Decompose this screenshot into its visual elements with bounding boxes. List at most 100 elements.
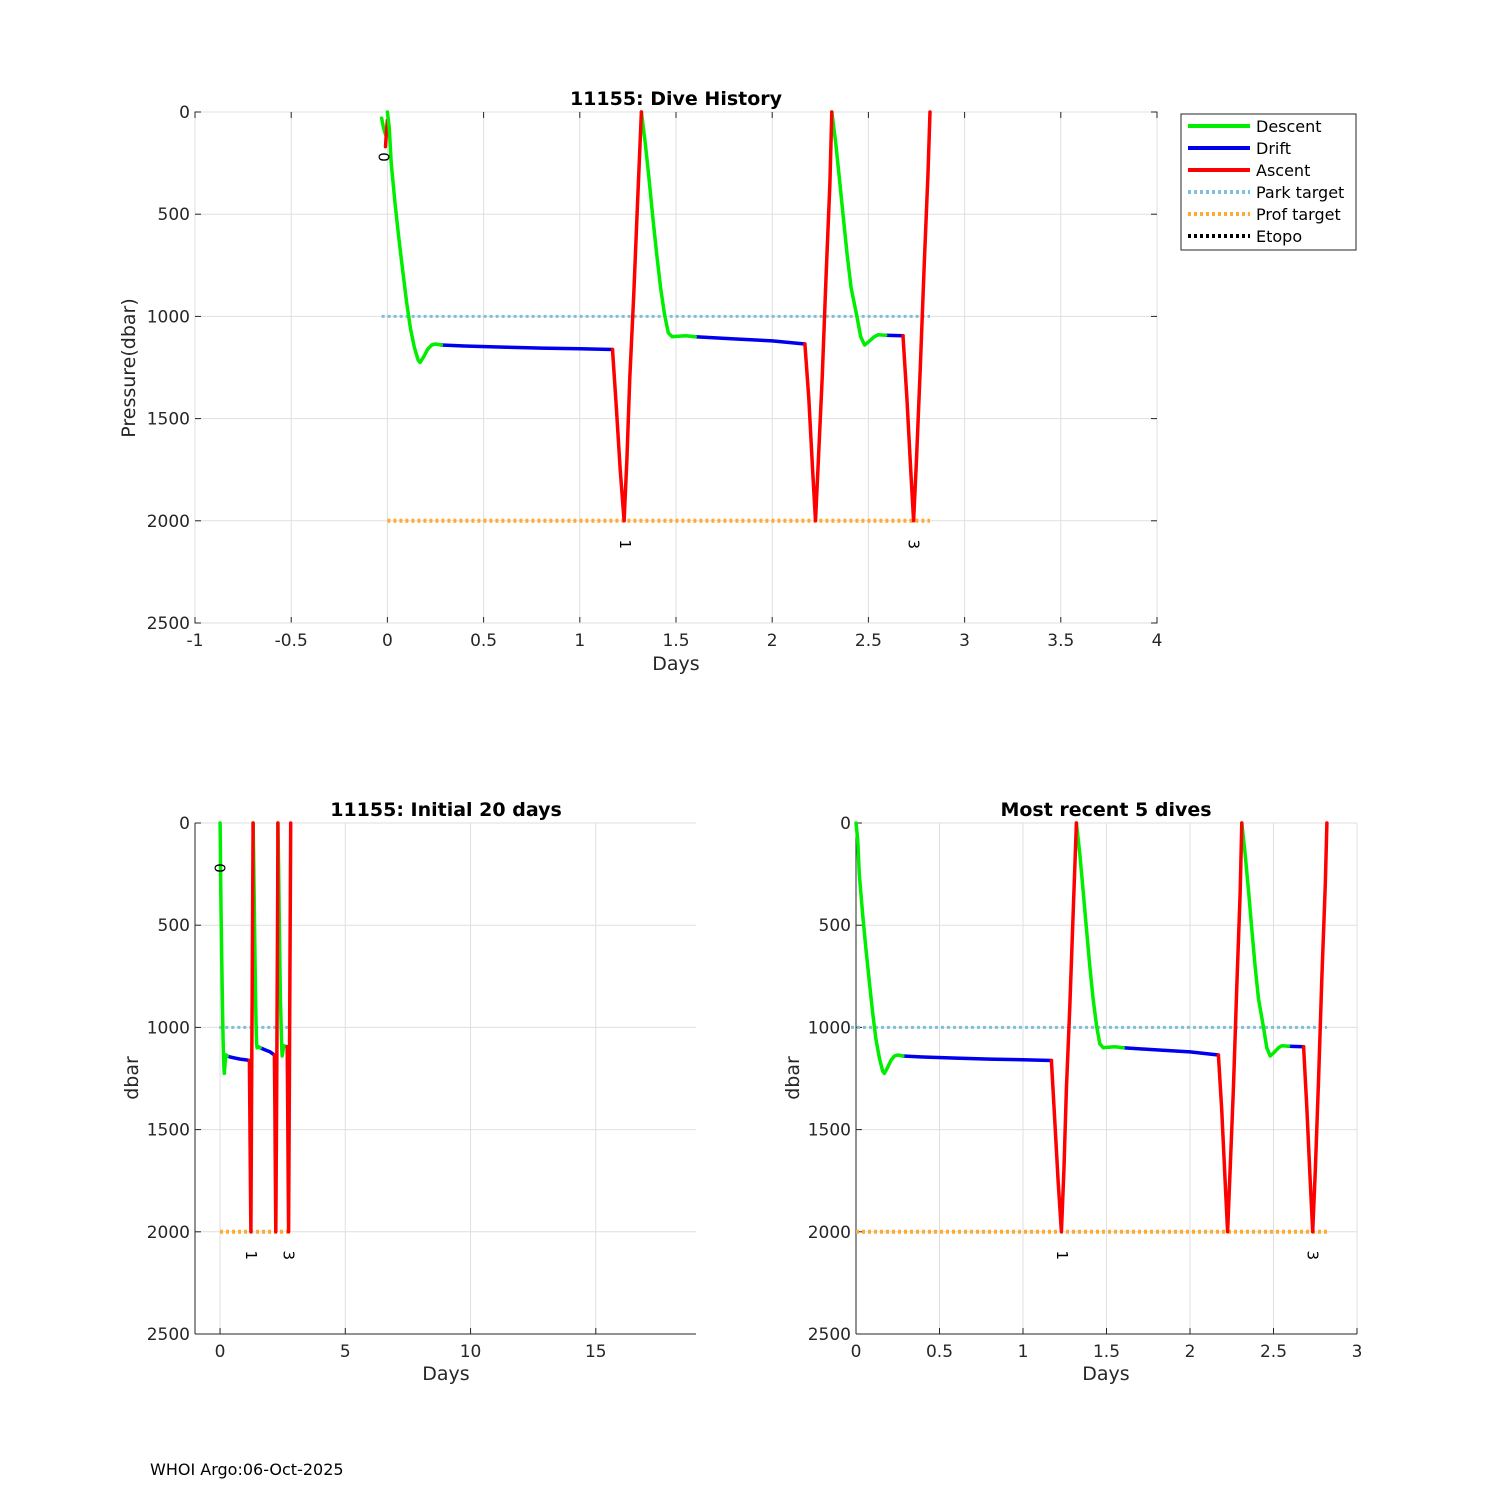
x-tick-label: 2.5 [1260, 1342, 1287, 1362]
x-tick-label: 2 [1185, 1342, 1196, 1362]
descent-line [1240, 821, 1291, 1058]
y-tick-label: 1000 [808, 1018, 851, 1038]
x-tick-label: 3 [1352, 1342, 1363, 1362]
legend: Descent Drift Ascent Park target Prof ta… [1180, 113, 1357, 251]
x-tick-label: 0 [215, 1342, 226, 1362]
x-tick-label: 0.5 [926, 1342, 953, 1362]
drift-line [439, 343, 615, 352]
ascent-line [247, 821, 255, 1234]
profile-number: 1 [242, 1251, 260, 1261]
x-tick-label: 1 [574, 631, 585, 651]
ascent-line [610, 110, 644, 523]
profile-markers: 0 1 3 [211, 863, 298, 1260]
dive-history-chart: 0 1 3 -1 -0.5 0 0.5 1 1.5 2 2.5 3 3.5 4 0 500 1000 1500… [118, 88, 1162, 675]
drift-line [901, 1054, 1054, 1063]
ascent-line [285, 821, 293, 1234]
y-tick-label: 2000 [808, 1223, 851, 1243]
y-tick-label: 2500 [808, 1325, 851, 1345]
y-tick-label: 0 [840, 814, 851, 834]
y-tick-labels: 0 500 1000 1500 2000 2500 [147, 814, 190, 1345]
descent-line [830, 110, 888, 347]
profile-number: 3 [905, 540, 923, 550]
grid [855, 822, 1358, 1335]
y-tick-label: 2500 [147, 614, 190, 634]
profile-number: 3 [1304, 1251, 1322, 1261]
y-tick-label: 1500 [808, 1121, 851, 1141]
profile-number: 1 [616, 540, 634, 550]
legend-label: Descent [1256, 117, 1322, 136]
y-tick-label: 1000 [147, 1018, 190, 1038]
y-tick-labels: 0 500 1000 1500 2000 2500 [147, 103, 190, 634]
x-tick-label: 2.5 [855, 631, 882, 651]
x-tick-label: 0 [851, 1342, 862, 1362]
x-tick-label: 15 [585, 1342, 607, 1362]
x-tick-labels: -1 -0.5 0 0.5 1 1.5 2 2.5 3 3.5 4 [187, 631, 1163, 651]
x-axis-label: Days [652, 653, 699, 675]
initial-20-days-chart: 0 1 3 0 5 10 15 0 500 1000 1500 2000 2500 11155: I… [121, 799, 696, 1385]
x-tick-label: 1 [1018, 1342, 1029, 1362]
x-tick-label: -0.5 [275, 631, 308, 651]
x-tick-label: 0 [382, 631, 393, 651]
legend-entry-drift: Drift [1188, 139, 1291, 158]
x-tick-label: 5 [340, 1342, 351, 1362]
drift-line [1286, 1044, 1306, 1049]
x-tick-labels: 0 5 10 15 [215, 1342, 607, 1362]
drift-line [883, 333, 905, 338]
legend-label: Ascent [1256, 161, 1310, 180]
legend-label: Etopo [1256, 227, 1302, 246]
y-tick-label: 0 [179, 103, 190, 123]
x-tick-label: 1.5 [662, 631, 689, 651]
legend-entry-park-target: Park target [1188, 183, 1344, 202]
y-tick-label: 1000 [147, 307, 190, 327]
profile-number: 0 [375, 152, 393, 162]
x-tick-label: 3 [959, 631, 970, 651]
y-tick-label: 2500 [147, 1325, 190, 1345]
ascent-line [1216, 821, 1244, 1234]
x-tick-label: -1 [187, 631, 204, 651]
x-axis-label: Days [1082, 1363, 1129, 1385]
legend-label: Park target [1256, 183, 1344, 202]
y-axis-label: dbar [782, 1056, 804, 1100]
x-tick-label: 4 [1152, 631, 1163, 651]
chart-title: 11155: Dive History [570, 88, 783, 110]
descent-line [639, 110, 697, 339]
y-tick-label: 1500 [147, 1121, 190, 1141]
ascent-line [1301, 821, 1329, 1234]
y-tick-labels: 0 500 1000 1500 2000 2500 [808, 814, 851, 1345]
chart-title: Most recent 5 dives [1000, 799, 1211, 821]
ascent-line [272, 821, 280, 1234]
plot-lines [850, 821, 1329, 1234]
y-tick-label: 1500 [147, 410, 190, 430]
descent-line [385, 110, 444, 365]
footer-credit: WHOI Argo:06-Oct-2025 [150, 1460, 344, 1479]
descent-line [1074, 821, 1125, 1050]
y-tick-label: 2000 [147, 512, 190, 532]
legend-entry-descent: Descent [1188, 117, 1322, 136]
x-tick-label: 0.5 [470, 631, 497, 651]
legend-label: Drift [1256, 139, 1291, 158]
x-tick-label: 2 [767, 631, 778, 651]
x-axis-label: Days [422, 1363, 469, 1385]
profile-number: 3 [280, 1251, 298, 1261]
drift-line [1121, 1046, 1221, 1057]
x-tick-label: 10 [460, 1342, 482, 1362]
drift-line [258, 1046, 277, 1057]
y-tick-label: 500 [158, 916, 190, 936]
plot-lines [379, 110, 932, 523]
y-tick-label: 2000 [147, 1223, 190, 1243]
y-tick-label: 500 [158, 205, 190, 225]
legend-entry-ascent: Ascent [1188, 161, 1310, 180]
x-tick-label: 3.5 [1047, 631, 1074, 651]
y-axis-label: Pressure(dbar) [118, 298, 140, 438]
x-tick-labels: 0 0.5 1 1.5 2 2.5 3 [851, 1342, 1363, 1362]
drift-line [225, 1054, 252, 1063]
ascent-line [901, 110, 932, 523]
y-axis-label: dbar [121, 1056, 143, 1100]
profile-number: 1 [1053, 1251, 1071, 1261]
y-tick-label: 0 [179, 814, 190, 834]
ascent-line [803, 110, 834, 523]
legend-entry-prof-target: Prof target [1188, 205, 1341, 224]
